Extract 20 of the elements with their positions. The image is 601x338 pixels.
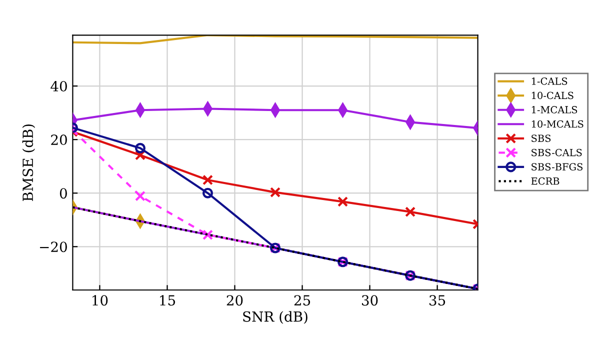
x-tick-label: 10 xyxy=(92,295,108,306)
x-tick-label: 30 xyxy=(362,295,378,306)
x-tick-label: 15 xyxy=(160,295,176,306)
y-tick-label: 40 xyxy=(50,80,67,92)
y-axis-title: BMSE (dB) xyxy=(22,124,36,202)
legend-label: 1-CALS xyxy=(532,78,568,85)
legend-label: SBS xyxy=(532,134,551,142)
y-tick-label: 20 xyxy=(51,134,67,146)
x-tick-label: 25 xyxy=(294,295,310,306)
legend-label: 10-MCALS xyxy=(532,120,584,128)
legend-label: ECRB xyxy=(531,177,560,185)
legend-label: SBS-CALS xyxy=(532,148,582,156)
x-tick-label: 20 xyxy=(226,295,243,306)
legend-label: 1-MCALS xyxy=(532,106,578,114)
y-tick-label: 0 xyxy=(60,188,67,199)
legend-label: SBS-BFGS xyxy=(532,163,582,170)
y-tick-label: −20 xyxy=(40,242,67,252)
x-axis-title: SNR (dB) xyxy=(243,311,308,324)
x-tick-label: 35 xyxy=(430,295,446,306)
legend-label: 10-CALS xyxy=(532,92,574,100)
